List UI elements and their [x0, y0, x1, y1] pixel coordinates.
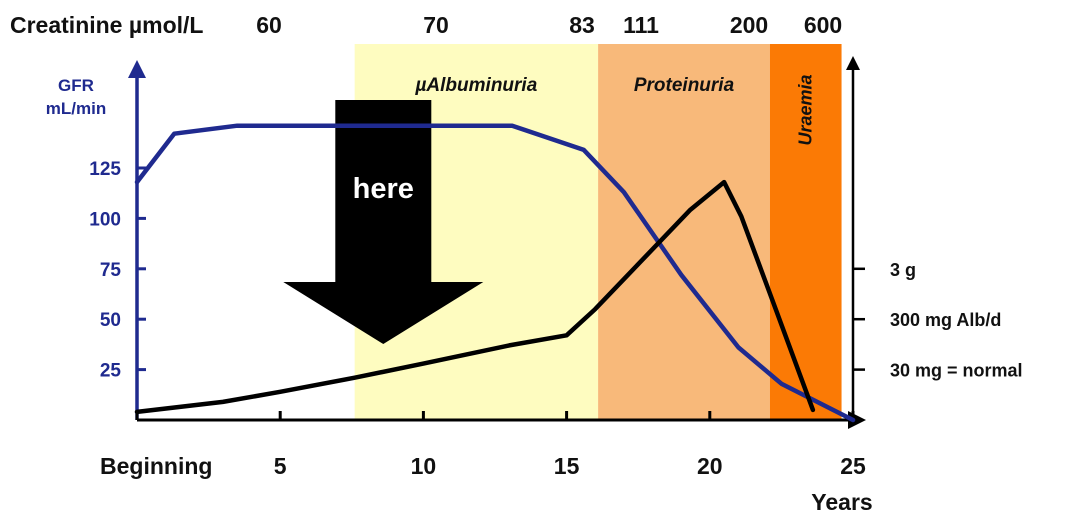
x-tick-label-4: 20: [697, 453, 723, 479]
zone-band-1: [598, 44, 770, 420]
creatinine-value-1: 70: [423, 12, 449, 38]
chart-labels: Creatinine µmol/L 60 70 83 111 200 600 GFR mL/mi…: [10, 12, 1023, 515]
left-tick-label-3: 100: [89, 209, 121, 230]
zone-label-1: Proteinuria: [634, 75, 735, 96]
x-axis-label: Years: [811, 489, 872, 515]
right-tick-label-1: 300 mg Alb/d: [890, 310, 1001, 330]
left-tick-label-1: 50: [100, 310, 121, 331]
zone-label-0: µAlbuminuria: [414, 75, 537, 96]
creatinine-value-4: 200: [730, 12, 768, 38]
here-arrow-label: here: [353, 173, 414, 205]
left-axis-arrowhead: [128, 60, 146, 78]
series-lines: [134, 123, 856, 423]
x-tick-label-0: Beginning: [100, 453, 212, 479]
right-axis-arrowhead: [846, 56, 860, 70]
creatinine-value-5: 600: [804, 12, 842, 38]
zone-label-2: Uraemia: [796, 74, 816, 145]
right-tick-label-0: 30 mg = normal: [890, 361, 1023, 381]
creatinine-value-2: 83: [569, 12, 595, 38]
left-tick-label-0: 25: [100, 361, 122, 382]
zone-band-2: [769, 44, 842, 420]
x-tick-label-1: 5: [274, 453, 287, 479]
left-axis-label-line-1: mL/min: [46, 99, 106, 118]
x-tick-label-3: 15: [554, 453, 580, 479]
series-line-1: [134, 179, 816, 415]
right-tick-label-2: 3 g: [890, 260, 916, 280]
axis-ticks: [135, 166, 865, 420]
left-tick-label-2: 75: [100, 260, 122, 281]
disease-stage-zones: [354, 44, 842, 420]
creatinine-label: Creatinine µmol/L: [10, 12, 203, 38]
creatinine-value-0: 60: [256, 12, 282, 38]
series-line-0: [134, 123, 856, 423]
here-arrow-shape: [283, 100, 484, 344]
x-tick-label-5: 25: [840, 453, 866, 479]
here-arrow: here: [283, 100, 484, 344]
left-tick-label-4: 125: [89, 159, 121, 180]
left-axis-label-line-0: GFR: [58, 76, 94, 95]
x-tick-label-2: 10: [411, 453, 437, 479]
creatinine-value-3: 111: [623, 12, 659, 38]
